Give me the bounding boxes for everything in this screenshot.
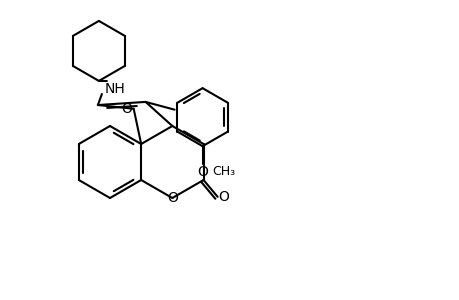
Text: O: O xyxy=(167,191,178,205)
Text: O: O xyxy=(218,190,229,204)
Text: O: O xyxy=(197,165,207,179)
Text: NH: NH xyxy=(105,82,125,96)
Text: O: O xyxy=(121,102,131,116)
Text: CH₃: CH₃ xyxy=(212,165,235,178)
